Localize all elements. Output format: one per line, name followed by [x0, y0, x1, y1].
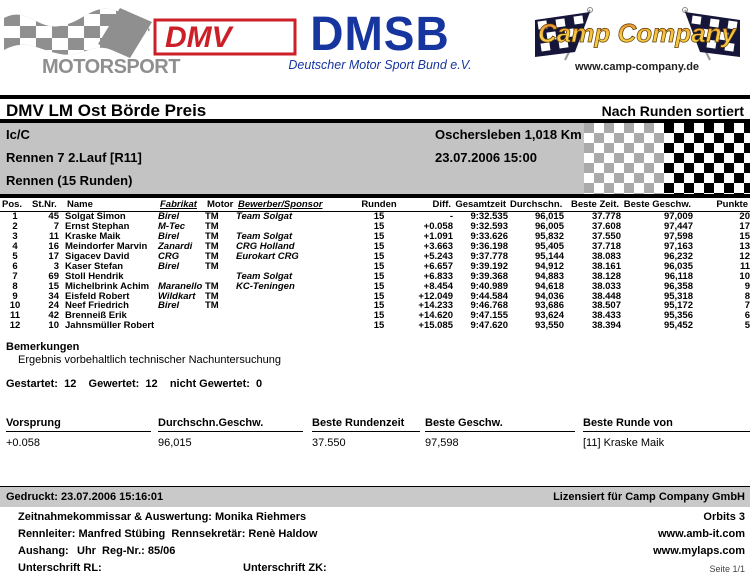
svg-text:Camp Company: Camp Company [538, 18, 737, 48]
svg-text:DMV: DMV [165, 21, 235, 54]
svg-text:www.camp-company.de: www.camp-company.de [574, 61, 699, 73]
svg-text:MOTORSPORT: MOTORSPORT [42, 56, 180, 78]
